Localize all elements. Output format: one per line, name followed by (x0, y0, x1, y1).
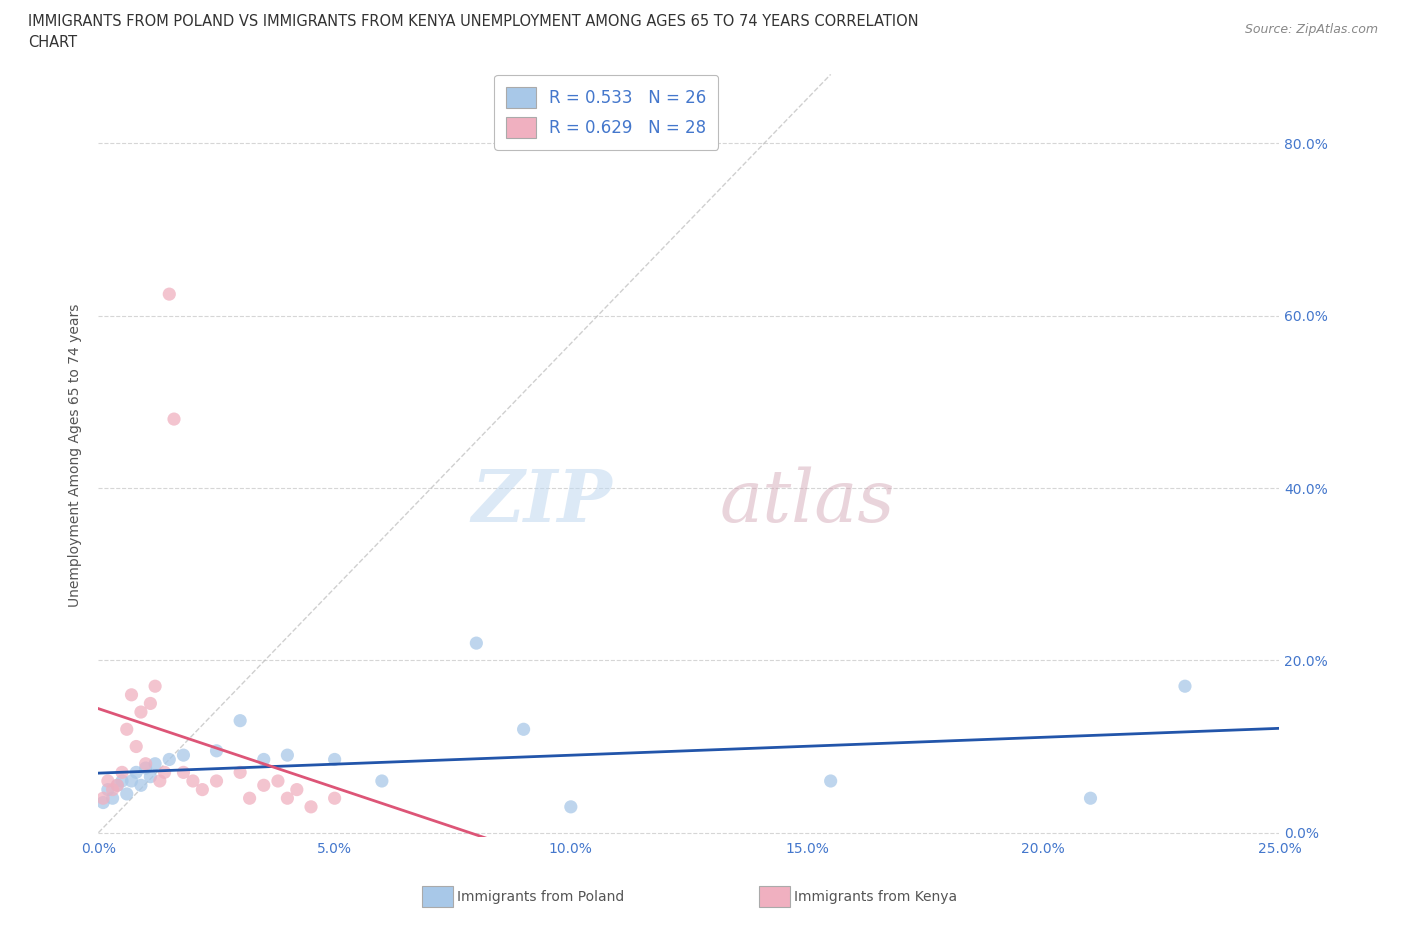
Point (121, 687, 143, 702)
Point (91, 790, 114, 805)
Point (121, 774, 143, 789)
Y-axis label: Unemployment Among Ages 65 to 74 years: Unemployment Among Ages 65 to 74 years (69, 304, 83, 607)
Point (101, 790, 124, 805)
Legend: R = 0.533   N = 26, R = 0.629   N = 28: R = 0.533 N = 26, R = 0.629 N = 28 (495, 75, 718, 150)
Point (276, 748, 298, 763)
Point (157, 286, 180, 301)
Point (97, 782, 120, 797)
Point (560, 800, 582, 815)
Point (205, 774, 228, 789)
Text: Immigrants from Kenya: Immigrants from Kenya (794, 889, 957, 904)
Text: IMMIGRANTS FROM POLAND VS IMMIGRANTS FROM KENYA UNEMPLOYMENT AMONG AGES 65 TO 74: IMMIGRANTS FROM POLAND VS IMMIGRANTS FRO… (28, 14, 918, 29)
Point (105, 777, 128, 792)
Point (143, 679, 166, 694)
Point (125, 765, 148, 780)
Point (172, 765, 194, 780)
Point (276, 790, 298, 805)
Point (267, 774, 290, 789)
Point (299, 800, 322, 815)
Point (205, 743, 228, 758)
Point (239, 790, 262, 805)
Point (323, 752, 346, 767)
Point (135, 756, 157, 771)
Point (111, 765, 134, 780)
Point (115, 722, 138, 737)
Point (253, 777, 276, 792)
Point (139, 769, 162, 784)
Point (323, 790, 346, 805)
Point (285, 782, 308, 797)
Point (181, 774, 204, 789)
Point (101, 782, 124, 797)
Point (129, 705, 152, 720)
Point (172, 748, 194, 763)
Text: ZIP: ZIP (471, 466, 612, 537)
Point (229, 713, 252, 728)
Point (253, 752, 276, 767)
Point (191, 782, 214, 797)
Text: Immigrants from Poland: Immigrants from Poland (457, 889, 624, 904)
Text: atlas: atlas (720, 466, 894, 537)
Point (465, 636, 488, 651)
Point (125, 739, 148, 754)
Point (149, 774, 172, 789)
Point (820, 774, 842, 789)
Point (229, 765, 252, 780)
Point (135, 761, 157, 776)
Point (371, 774, 394, 789)
Point (97, 774, 120, 789)
Point (157, 752, 180, 767)
Point (1174, 679, 1197, 694)
Point (153, 765, 176, 780)
Point (1080, 790, 1102, 805)
Point (91, 795, 114, 810)
Point (143, 756, 166, 771)
Point (163, 412, 186, 427)
Point (512, 722, 534, 737)
Point (139, 696, 162, 711)
Point (111, 774, 134, 789)
Point (115, 787, 138, 802)
Point (105, 777, 128, 792)
Text: CHART: CHART (28, 35, 77, 50)
Text: Source: ZipAtlas.com: Source: ZipAtlas.com (1244, 23, 1378, 36)
Point (129, 777, 152, 792)
